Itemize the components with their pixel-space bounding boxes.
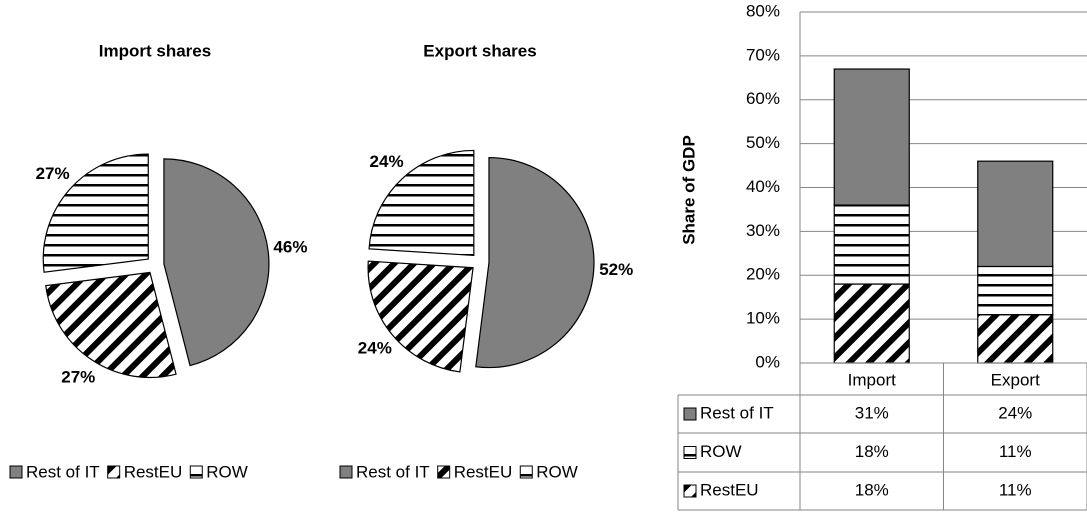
legend-swatch <box>339 465 353 479</box>
legend-swatch <box>107 465 121 479</box>
bar-segment <box>833 204 910 285</box>
y-tick-label: 40% <box>746 177 780 196</box>
table-cell: 31% <box>855 403 889 422</box>
legend-swatch <box>683 484 697 498</box>
x-tick-label: Import <box>848 370 896 389</box>
legend-swatch <box>9 465 23 479</box>
y-tick-label: 0% <box>755 352 780 371</box>
pie-slice <box>367 260 474 373</box>
data-label: 27% <box>36 164 70 183</box>
pie-slice <box>42 153 149 273</box>
bar-segment <box>833 68 910 206</box>
y-tick-label: 60% <box>746 89 780 108</box>
data-label: 24% <box>370 152 404 171</box>
chart-title: Export shares <box>423 41 536 60</box>
data-label: 46% <box>273 237 307 256</box>
pie-slice <box>368 149 475 257</box>
legend-label: ROW <box>536 462 578 481</box>
table-cell: 18% <box>855 480 889 499</box>
legend-label: ROW <box>206 462 248 481</box>
chart-title: Import shares <box>99 41 211 60</box>
data-label: 24% <box>358 338 392 357</box>
legend-swatch <box>189 465 203 479</box>
legend-swatch <box>437 465 451 479</box>
legend-label: RestEU <box>124 462 183 481</box>
table-cell: 11% <box>999 480 1032 499</box>
y-tick-label: 30% <box>746 221 780 240</box>
data-label: 52% <box>599 260 633 279</box>
data-label: 27% <box>61 367 95 386</box>
y-tick-label: 20% <box>746 265 780 284</box>
legend-label: RestEU <box>454 462 513 481</box>
y-tick-label: 10% <box>746 309 780 328</box>
table-cell: 18% <box>855 442 889 461</box>
table-cell: 24% <box>998 403 1032 422</box>
table-cell: 11% <box>999 442 1032 461</box>
legend-swatch <box>683 407 697 421</box>
y-tick-label: 50% <box>746 133 780 152</box>
bar-segment <box>833 283 910 364</box>
pie-slice <box>163 158 270 367</box>
legend-label: Rest of IT <box>26 462 100 481</box>
legend-label: RestEU <box>700 480 759 499</box>
pie-slice <box>475 156 595 369</box>
legend-label: Rest of IT <box>700 403 774 422</box>
bar-segment <box>977 265 1054 316</box>
axis-title: Share of GDP <box>679 135 698 245</box>
bar-segment <box>977 160 1054 268</box>
bar-segment <box>977 314 1054 364</box>
legend-label: ROW <box>700 442 742 461</box>
legend-swatch <box>519 465 533 479</box>
y-tick-label: 70% <box>746 45 780 64</box>
legend-swatch <box>683 446 697 459</box>
legend-label: Rest of IT <box>356 462 430 481</box>
y-tick-label: 80% <box>746 1 780 20</box>
x-tick-label: Export <box>991 370 1040 389</box>
pie-slice <box>45 271 177 379</box>
